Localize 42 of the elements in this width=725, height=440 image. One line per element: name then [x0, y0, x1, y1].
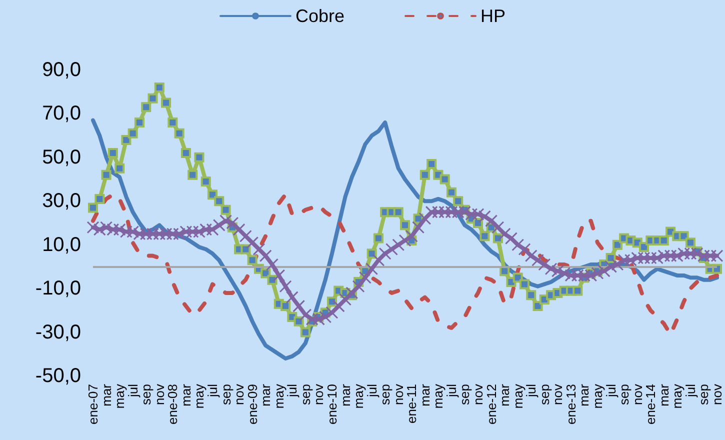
x-tick-label: ene-07 — [86, 384, 100, 424]
x-tick-label: mar — [98, 383, 114, 406]
legend-label: Cobre — [295, 6, 345, 26]
x-tick-label: ene-12 — [484, 384, 499, 424]
x-tick-label: ene-08 — [165, 384, 180, 424]
x-tick-label: may — [271, 384, 286, 409]
x-tick-label: may — [430, 384, 446, 409]
x-tick-label: ene-11 — [404, 384, 420, 424]
x-tick-label: nov — [550, 384, 566, 405]
x-tick-label: may — [590, 384, 606, 409]
y-tick-label: 10,0 — [42, 234, 81, 256]
x-tick-label: nov — [710, 384, 724, 405]
y-tick-label: 30,0 — [42, 190, 81, 212]
x-tick-label: nov — [152, 384, 167, 405]
x-tick-label: ene-10 — [324, 384, 340, 424]
x-tick-label: nov — [470, 384, 486, 405]
x-tick-label: nov — [311, 384, 326, 405]
x-tick-label: may — [351, 384, 366, 409]
x-tick-label: may — [510, 384, 526, 409]
x-tick-label: mar — [656, 383, 672, 406]
x-tick-label: mar — [417, 383, 432, 406]
x-tick-label: mar — [258, 383, 274, 406]
y-tick-label: -30,0 — [35, 321, 81, 344]
x-tick-label: mar — [576, 383, 592, 406]
x-tick-label: nov — [390, 384, 406, 405]
y-tick-label: 90,0 — [42, 59, 81, 81]
x-tick-label: ene-09 — [244, 384, 260, 424]
x-tick-label: mar — [338, 383, 353, 406]
legend-label: HP — [480, 6, 506, 26]
x-tick-label: ene-13 — [563, 384, 578, 424]
x-tick-label: ene-14 — [643, 384, 658, 424]
x-tick-label: may — [112, 384, 128, 409]
y-tick-label: 50,0 — [42, 146, 81, 168]
x-tick-label: nov — [630, 384, 645, 405]
x-tick-label: may — [192, 384, 207, 409]
y-tick-label: -10,0 — [35, 278, 81, 300]
y-tick-label: 70,0 — [42, 102, 81, 125]
x-tick-label: mar — [497, 383, 512, 406]
x-tick-label: nov — [232, 384, 247, 405]
y-tick-label: -50,0 — [35, 365, 81, 387]
x-tick-label: mar — [178, 383, 194, 406]
x-tick-label: may — [670, 384, 685, 409]
